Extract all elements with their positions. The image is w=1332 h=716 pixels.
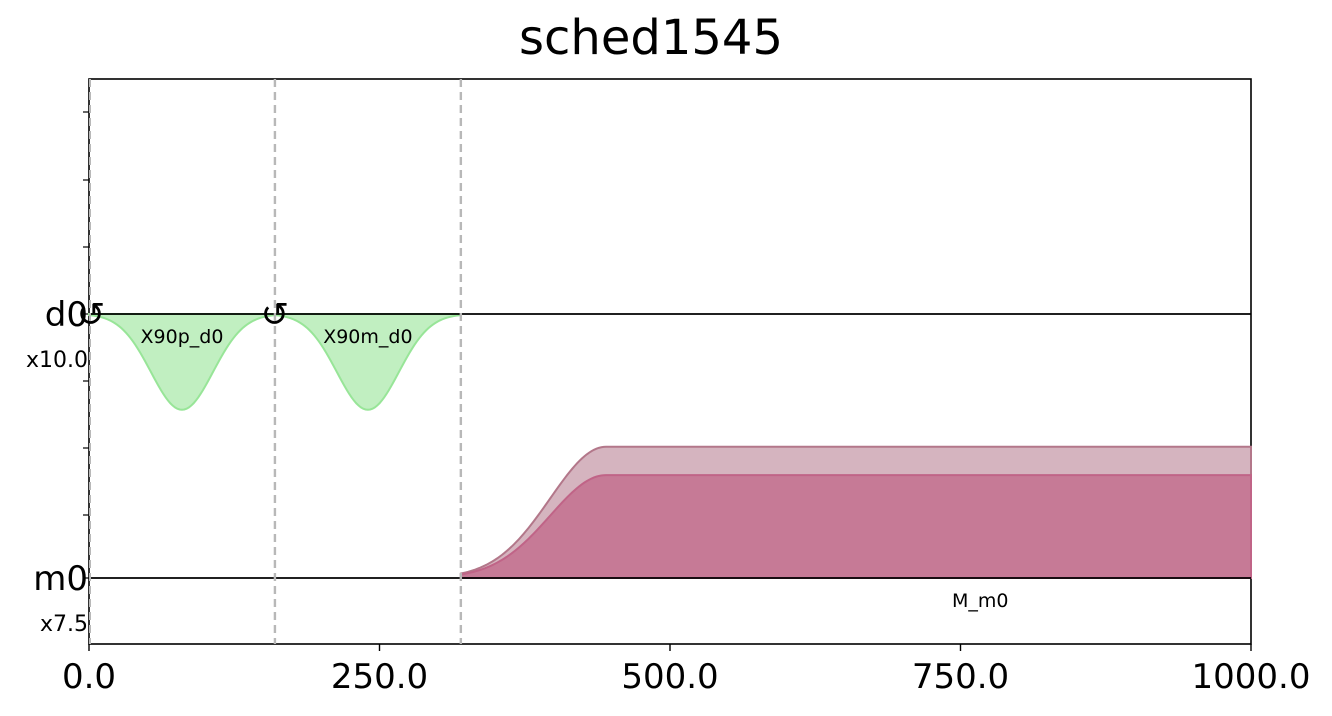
x-tick-label: 250.0 <box>331 657 428 697</box>
channel-label: d0 <box>45 295 88 335</box>
phase-shift-icon: ↺ <box>261 295 290 335</box>
channel-labels: d0 x10.0 m0 x7.5 <box>26 295 88 637</box>
channel-scale-label: x10.0 <box>26 348 88 373</box>
pulse-waveform <box>88 313 276 411</box>
x-tick-label: 0.0 <box>62 657 116 697</box>
pulse-label: X90p_d0 <box>141 326 224 348</box>
chart-title: sched1545 <box>519 10 783 66</box>
channel-label: m0 <box>33 559 88 599</box>
pulse-label: X90m_d0 <box>323 326 412 348</box>
x-axis-ticks: 0.0 250.0 500.0 750.0 1000.0 <box>62 644 1311 697</box>
x-tick-label: 750.0 <box>912 657 1009 697</box>
pulse-waveform <box>273 313 462 411</box>
pulse-label: M_m0 <box>952 590 1009 612</box>
phase-shift-icon: ↺ <box>77 295 106 335</box>
pulse-real-waveform <box>459 474 1252 579</box>
x-tick-label: 1000.0 <box>1192 657 1311 697</box>
x-tick-label: 500.0 <box>621 657 718 697</box>
plot-area: X90p_d0 X90m_d0 M_m0 ↺ ↺ <box>77 78 1252 645</box>
channel-scale-label: x7.5 <box>40 612 88 637</box>
